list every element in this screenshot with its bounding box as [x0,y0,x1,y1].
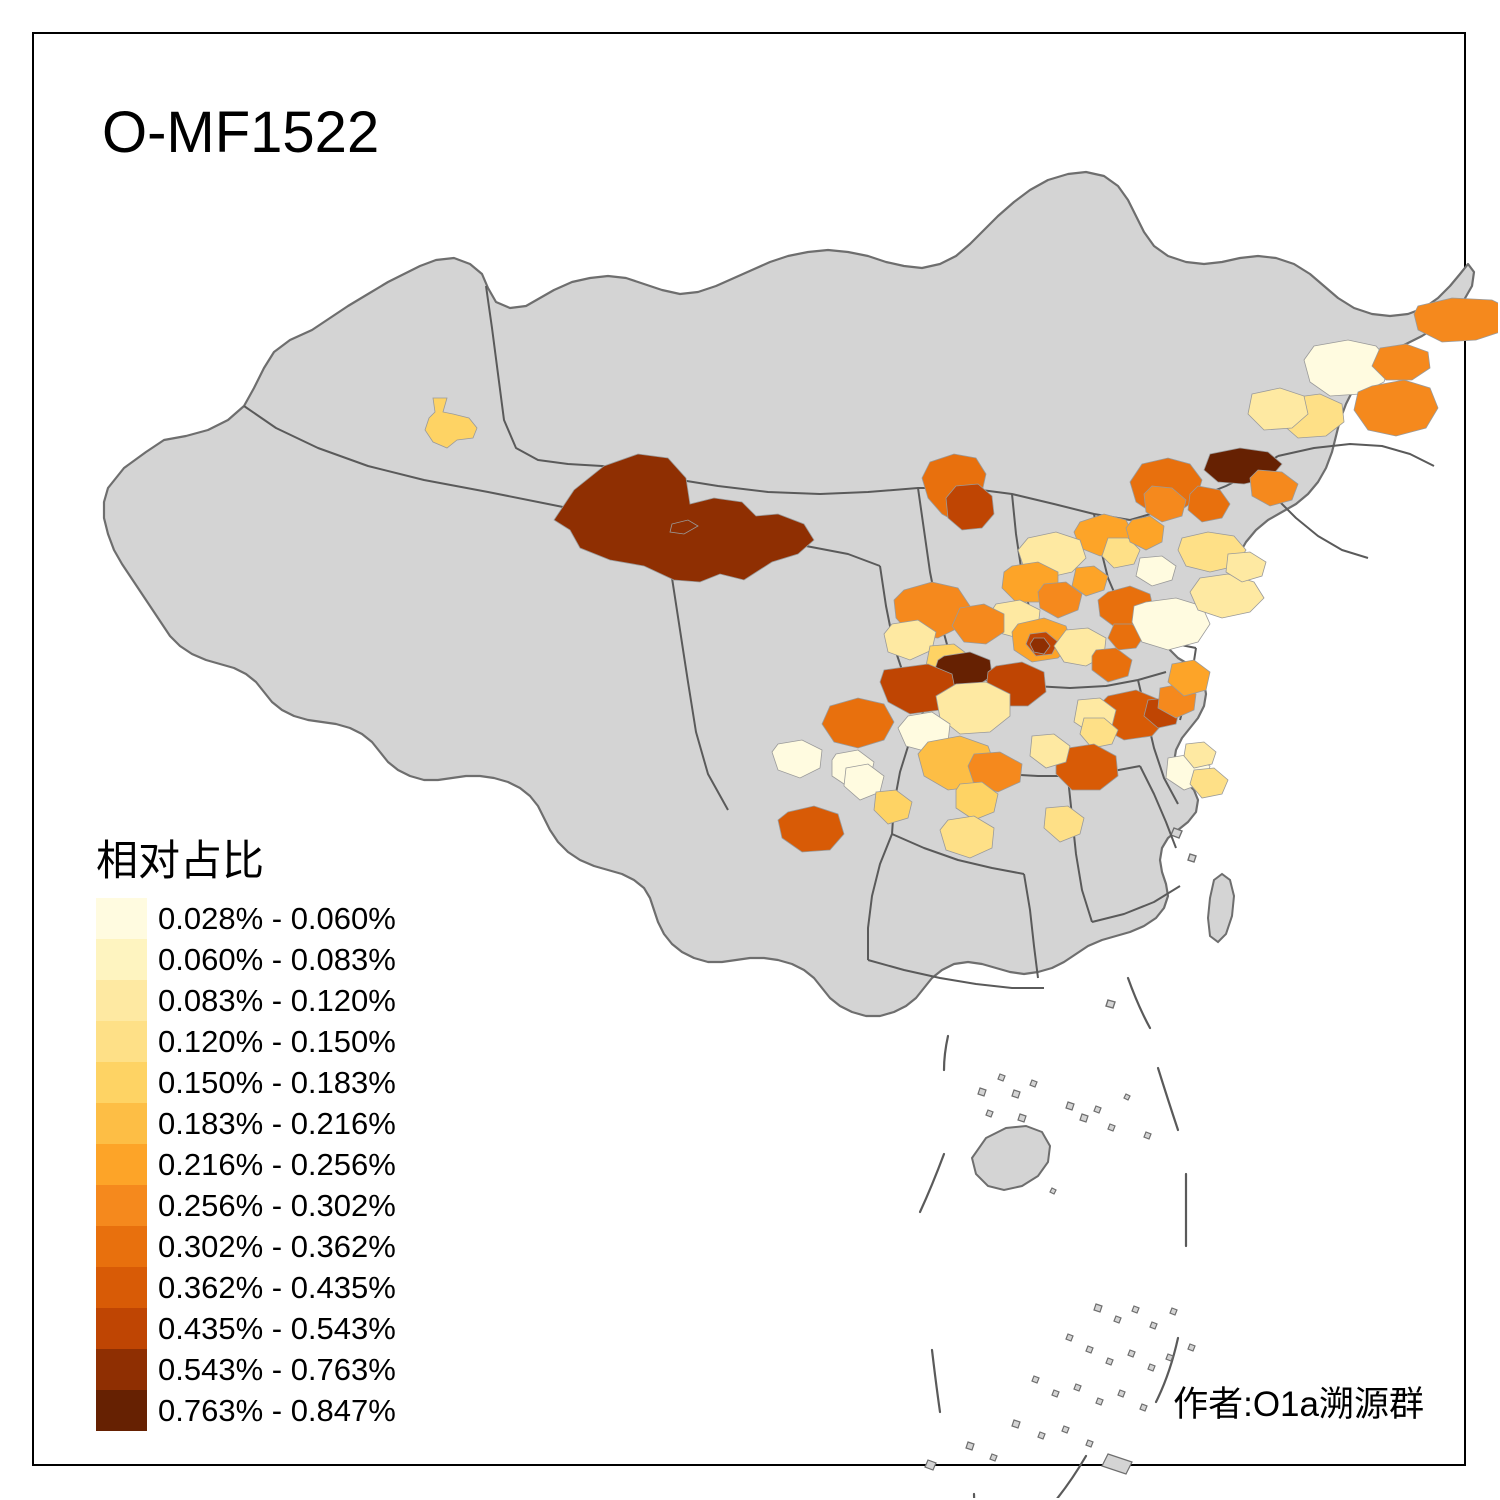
legend-row[interactable]: 0.302% - 0.362% [96,1226,456,1267]
county-patch[interactable] [1143,485,1187,523]
county-patch[interactable] [873,789,913,825]
boundary-jiangxi-fujian [1091,885,1181,923]
county-patch[interactable] [945,483,995,531]
legend-label: 0.302% - 0.362% [158,1229,396,1264]
county-patch[interactable] [1183,741,1217,769]
county-patch[interactable] [1125,515,1165,551]
legend-label: 0.083% - 0.120% [158,983,396,1018]
county-patch[interactable] [1167,659,1211,697]
legend-label: 0.060% - 0.083% [158,942,396,977]
county-patch[interactable] [1353,379,1439,437]
county-patch[interactable] [939,815,995,859]
legend-color-swatch [96,1390,147,1431]
figure-frame: O-MF1522 相对占比 0.028% - 0.060% 0.060% - 0.… [32,32,1498,1498]
county-patch[interactable] [424,397,478,449]
legend-label: 0.362% - 0.435% [158,1270,396,1305]
county-patch[interactable] [1071,565,1109,597]
county-patch[interactable] [883,619,937,661]
page-title: O-MF1522 [102,100,380,165]
county-patch[interactable] [1037,581,1083,619]
boundary-guangdong-guangxi-south [867,959,1044,989]
county-patch[interactable] [1413,297,1498,343]
legend-row[interactable]: 0.256% - 0.302% [96,1185,456,1226]
spratly-paracel-islets [924,1073,1196,1475]
county-patch[interactable] [1189,573,1265,619]
county-patch[interactable] [1029,733,1071,769]
county-patch[interactable] [955,781,999,821]
county-patch[interactable] [1187,485,1231,523]
county-patch[interactable] [1091,647,1133,683]
county-patch[interactable] [821,697,895,749]
county-patch[interactable] [1189,767,1229,799]
taiwan-island [1206,872,1236,944]
legend-row[interactable]: 0.028% - 0.060% [96,898,456,939]
boundary-guizhou-hunan [891,833,1025,875]
legend-label: 0.763% - 0.847% [158,1393,396,1428]
county-patch[interactable] [1101,537,1141,569]
attribution-text: 作者:O1a溯源群 [1173,1385,1424,1424]
legend-label: 0.028% - 0.060% [158,901,396,936]
legend-label: 0.435% - 0.543% [158,1311,396,1346]
legend-color-swatch [96,1021,147,1062]
county-patch[interactable] [951,603,1005,645]
county-patch[interactable] [1371,343,1431,381]
legend-entries: 0.028% - 0.060% 0.060% - 0.083% 0.083% - 0… [96,898,456,1431]
county-patch[interactable] [771,739,823,779]
legend-color-swatch [96,1103,147,1144]
legend-row[interactable]: 0.543% - 0.763% [96,1349,456,1390]
coastal-islets [1105,827,1197,1009]
legend-label: 0.150% - 0.183% [158,1065,396,1100]
legend-row[interactable]: 0.763% - 0.847% [96,1390,456,1431]
china-choropleth-map[interactable] [68,68,1498,1498]
legend-title: 相对占比 [96,837,265,884]
legend-row[interactable]: 0.120% - 0.150% [96,1021,456,1062]
legend-label: 0.216% - 0.256% [158,1147,396,1182]
legend-row[interactable]: 0.435% - 0.543% [96,1308,456,1349]
county-patch[interactable] [1029,637,1051,655]
legend-color-swatch [96,1267,147,1308]
legend-color-swatch [96,1308,147,1349]
boundary-jiangxi-zhejiang [1139,765,1177,849]
legend-color-swatch [96,1185,147,1226]
choropleth-county-layer[interactable] [424,297,1498,859]
legend-row[interactable]: 0.150% - 0.183% [96,1062,456,1103]
map-basemap-layer [102,170,1476,1192]
county-patch[interactable] [1131,597,1211,651]
legend-color-swatch [96,1144,147,1185]
legend-row[interactable]: 0.183% - 0.216% [96,1103,456,1144]
legend-label: 0.543% - 0.763% [158,1352,396,1387]
legend-row[interactable]: 0.362% - 0.435% [96,1267,456,1308]
legend-color-swatch [96,898,147,939]
county-patch[interactable] [777,805,845,853]
legend-color-swatch [96,1349,147,1390]
county-patch[interactable] [1043,805,1085,843]
county-patch[interactable] [1107,623,1145,651]
legend-row[interactable]: 0.060% - 0.083% [96,939,456,980]
county-patch[interactable] [1135,555,1177,587]
boundary-hunan-jiangxi [1067,777,1093,923]
nine-dash-line [918,976,1188,1498]
legend-row[interactable]: 0.216% - 0.256% [96,1144,456,1185]
legend-color-swatch [96,1226,147,1267]
boundary-heilongjiang-jilin [1277,443,1435,467]
county-patch[interactable] [1079,717,1119,749]
legend-label: 0.120% - 0.150% [158,1024,396,1059]
county-patch[interactable] [935,681,1011,735]
boundary-guangxi-guangdong [1023,873,1039,979]
map-legend: 相对占比 0.028% - 0.060% 0.060% - 0.083% 0.083… [96,840,456,1431]
legend-color-swatch [96,1062,147,1103]
county-patch[interactable] [1225,551,1267,583]
county-patch[interactable] [1249,469,1299,507]
legend-color-swatch [96,939,147,980]
legend-label: 0.183% - 0.216% [158,1106,396,1141]
legend-row[interactable]: 0.083% - 0.120% [96,980,456,1021]
boundary-yunnan-guizhou [867,833,893,960]
south-china-sea-layer [918,976,1196,1498]
legend-label: 0.256% - 0.302% [158,1188,396,1223]
county-patch[interactable] [1247,387,1309,431]
county-patch[interactable] [553,453,815,583]
hainan-island [970,1124,1052,1192]
legend-color-swatch [96,980,147,1021]
